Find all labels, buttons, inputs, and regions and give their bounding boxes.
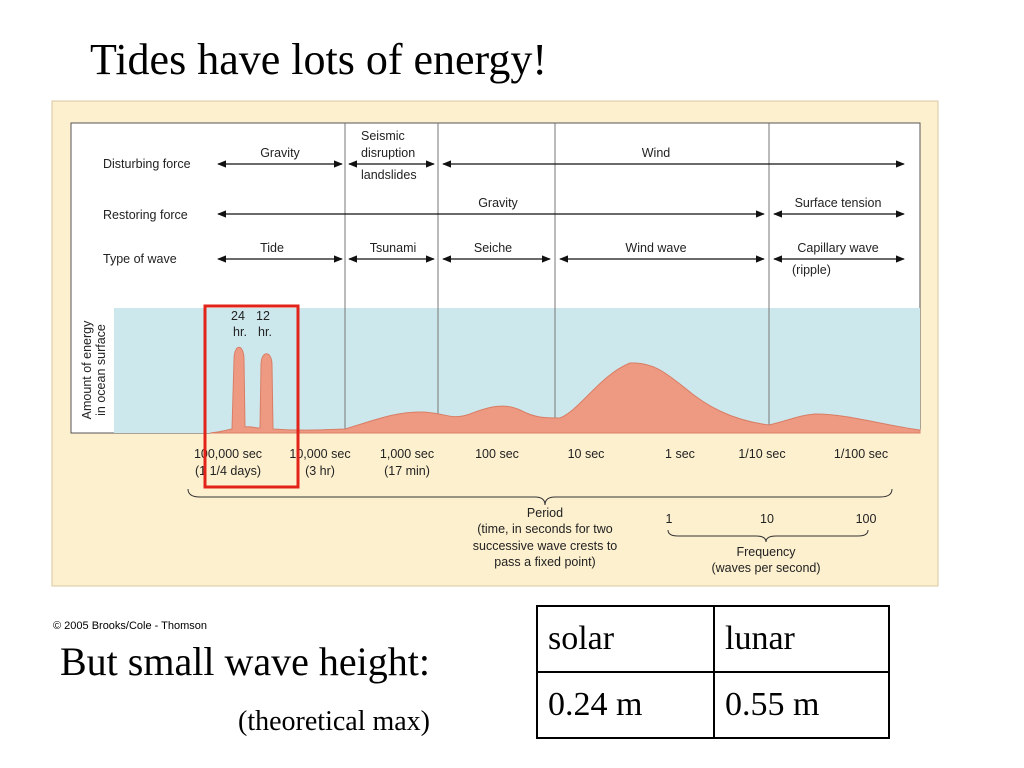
table-header-row: solar lunar bbox=[536, 605, 890, 673]
row-label-restoring-force: Restoring force bbox=[103, 208, 188, 222]
frequency-tick-100: 100 bbox=[856, 512, 877, 526]
surface-tension-label: Surface tension bbox=[795, 196, 882, 210]
tide-highlight-box bbox=[203, 304, 300, 489]
period-label: Period (time, in seconds for two success… bbox=[473, 506, 618, 569]
seismic-label-line3: landslides bbox=[361, 168, 417, 182]
table-row: 0.24 m 0.55 m bbox=[536, 671, 890, 739]
period-tick-5: 10 sec bbox=[568, 447, 605, 461]
wave-spectrum-figure: Disturbing force Restoring force Type of… bbox=[51, 100, 939, 587]
disturbing-force-row: Gravity Seismic disruption landslides Wi… bbox=[217, 129, 905, 182]
period-tick-7: 1/10 sec bbox=[738, 447, 785, 461]
frequency-tick-10: 10 bbox=[760, 512, 774, 526]
disturbing-gravity-label: Gravity bbox=[260, 146, 300, 160]
frequency-tick-1: 1 bbox=[666, 512, 673, 526]
lunar-height-cell: 0.55 m bbox=[713, 671, 890, 739]
capillary-wave-label: Capillary wave bbox=[797, 241, 878, 255]
tsunami-label: Tsunami bbox=[370, 241, 417, 255]
period-tick-3: 1,000 sec bbox=[380, 447, 434, 461]
table-header-lunar: lunar bbox=[713, 605, 890, 673]
theoretical-max-note: (theoretical max) bbox=[238, 706, 431, 737]
table-header-solar: solar bbox=[536, 605, 715, 673]
disturbing-wind-label: Wind bbox=[642, 146, 671, 160]
y-axis-label-line2: in ocean surface bbox=[94, 324, 108, 416]
y-axis-label-line1: Amount of energy bbox=[80, 320, 94, 419]
ripple-label: (ripple) bbox=[792, 263, 831, 277]
period-label-line3: successive wave crests to bbox=[473, 539, 618, 553]
frequency-brace bbox=[667, 529, 869, 543]
peak-24-label-bottom: hr. bbox=[233, 325, 247, 339]
period-label-line2: (time, in seconds for two bbox=[477, 522, 613, 536]
period-label-line4: pass a fixed point) bbox=[494, 555, 595, 569]
period-tick-1: 100,000 sec bbox=[194, 447, 262, 461]
column-dividers bbox=[344, 123, 770, 433]
seiche-label: Seiche bbox=[474, 241, 512, 255]
period-tick-3-sub: (17 min) bbox=[384, 464, 430, 478]
frequency-label-line1: Frequency bbox=[736, 545, 796, 559]
y-axis-label: Amount of energy in ocean surface bbox=[80, 320, 108, 419]
restoring-force-row: Gravity Surface tension bbox=[217, 196, 905, 218]
period-label-line1: Period bbox=[527, 506, 563, 520]
row-label-type-of-wave: Type of wave bbox=[103, 252, 177, 266]
peak-12-label-bottom: hr. bbox=[258, 325, 272, 339]
period-tick-2-sub: (3 hr) bbox=[305, 464, 335, 478]
wind-wave-label: Wind wave bbox=[625, 241, 686, 255]
wave-height-heading: But small wave height: bbox=[60, 639, 430, 684]
period-tick-6: 1 sec bbox=[665, 447, 695, 461]
slide-title: Tides have lots of energy! bbox=[90, 35, 548, 84]
energy-curve bbox=[209, 346, 921, 434]
period-tick-2: 10,000 sec bbox=[289, 447, 350, 461]
peak-24-label-top: 24 bbox=[231, 309, 245, 323]
restoring-gravity-label: Gravity bbox=[478, 196, 518, 210]
period-tick-labels: 100,000 sec (1 1/4 days) 10,000 sec (3 h… bbox=[194, 447, 888, 478]
period-tick-8: 1/100 sec bbox=[834, 447, 888, 461]
seismic-label-line1: Seismic bbox=[361, 129, 405, 143]
seismic-label-line2: disruption bbox=[361, 146, 415, 160]
frequency-label-line2: (waves per second) bbox=[711, 561, 820, 575]
wave-type-row: Tide Tsunami Seiche Wind wave Capillary … bbox=[217, 241, 905, 277]
period-brace bbox=[187, 488, 893, 506]
row-label-disturbing-force: Disturbing force bbox=[103, 157, 191, 171]
tide-label: Tide bbox=[260, 241, 284, 255]
period-tick-4: 100 sec bbox=[475, 447, 519, 461]
period-tick-1-sub: (1 1/4 days) bbox=[195, 464, 261, 478]
copyright-notice: © 2005 Brooks/Cole - Thomson bbox=[53, 620, 208, 632]
solar-height-cell: 0.24 m bbox=[536, 671, 715, 739]
tide-height-table: solar lunar 0.24 m 0.55 m bbox=[536, 605, 890, 739]
peak-12-label-top: 12 bbox=[256, 309, 270, 323]
